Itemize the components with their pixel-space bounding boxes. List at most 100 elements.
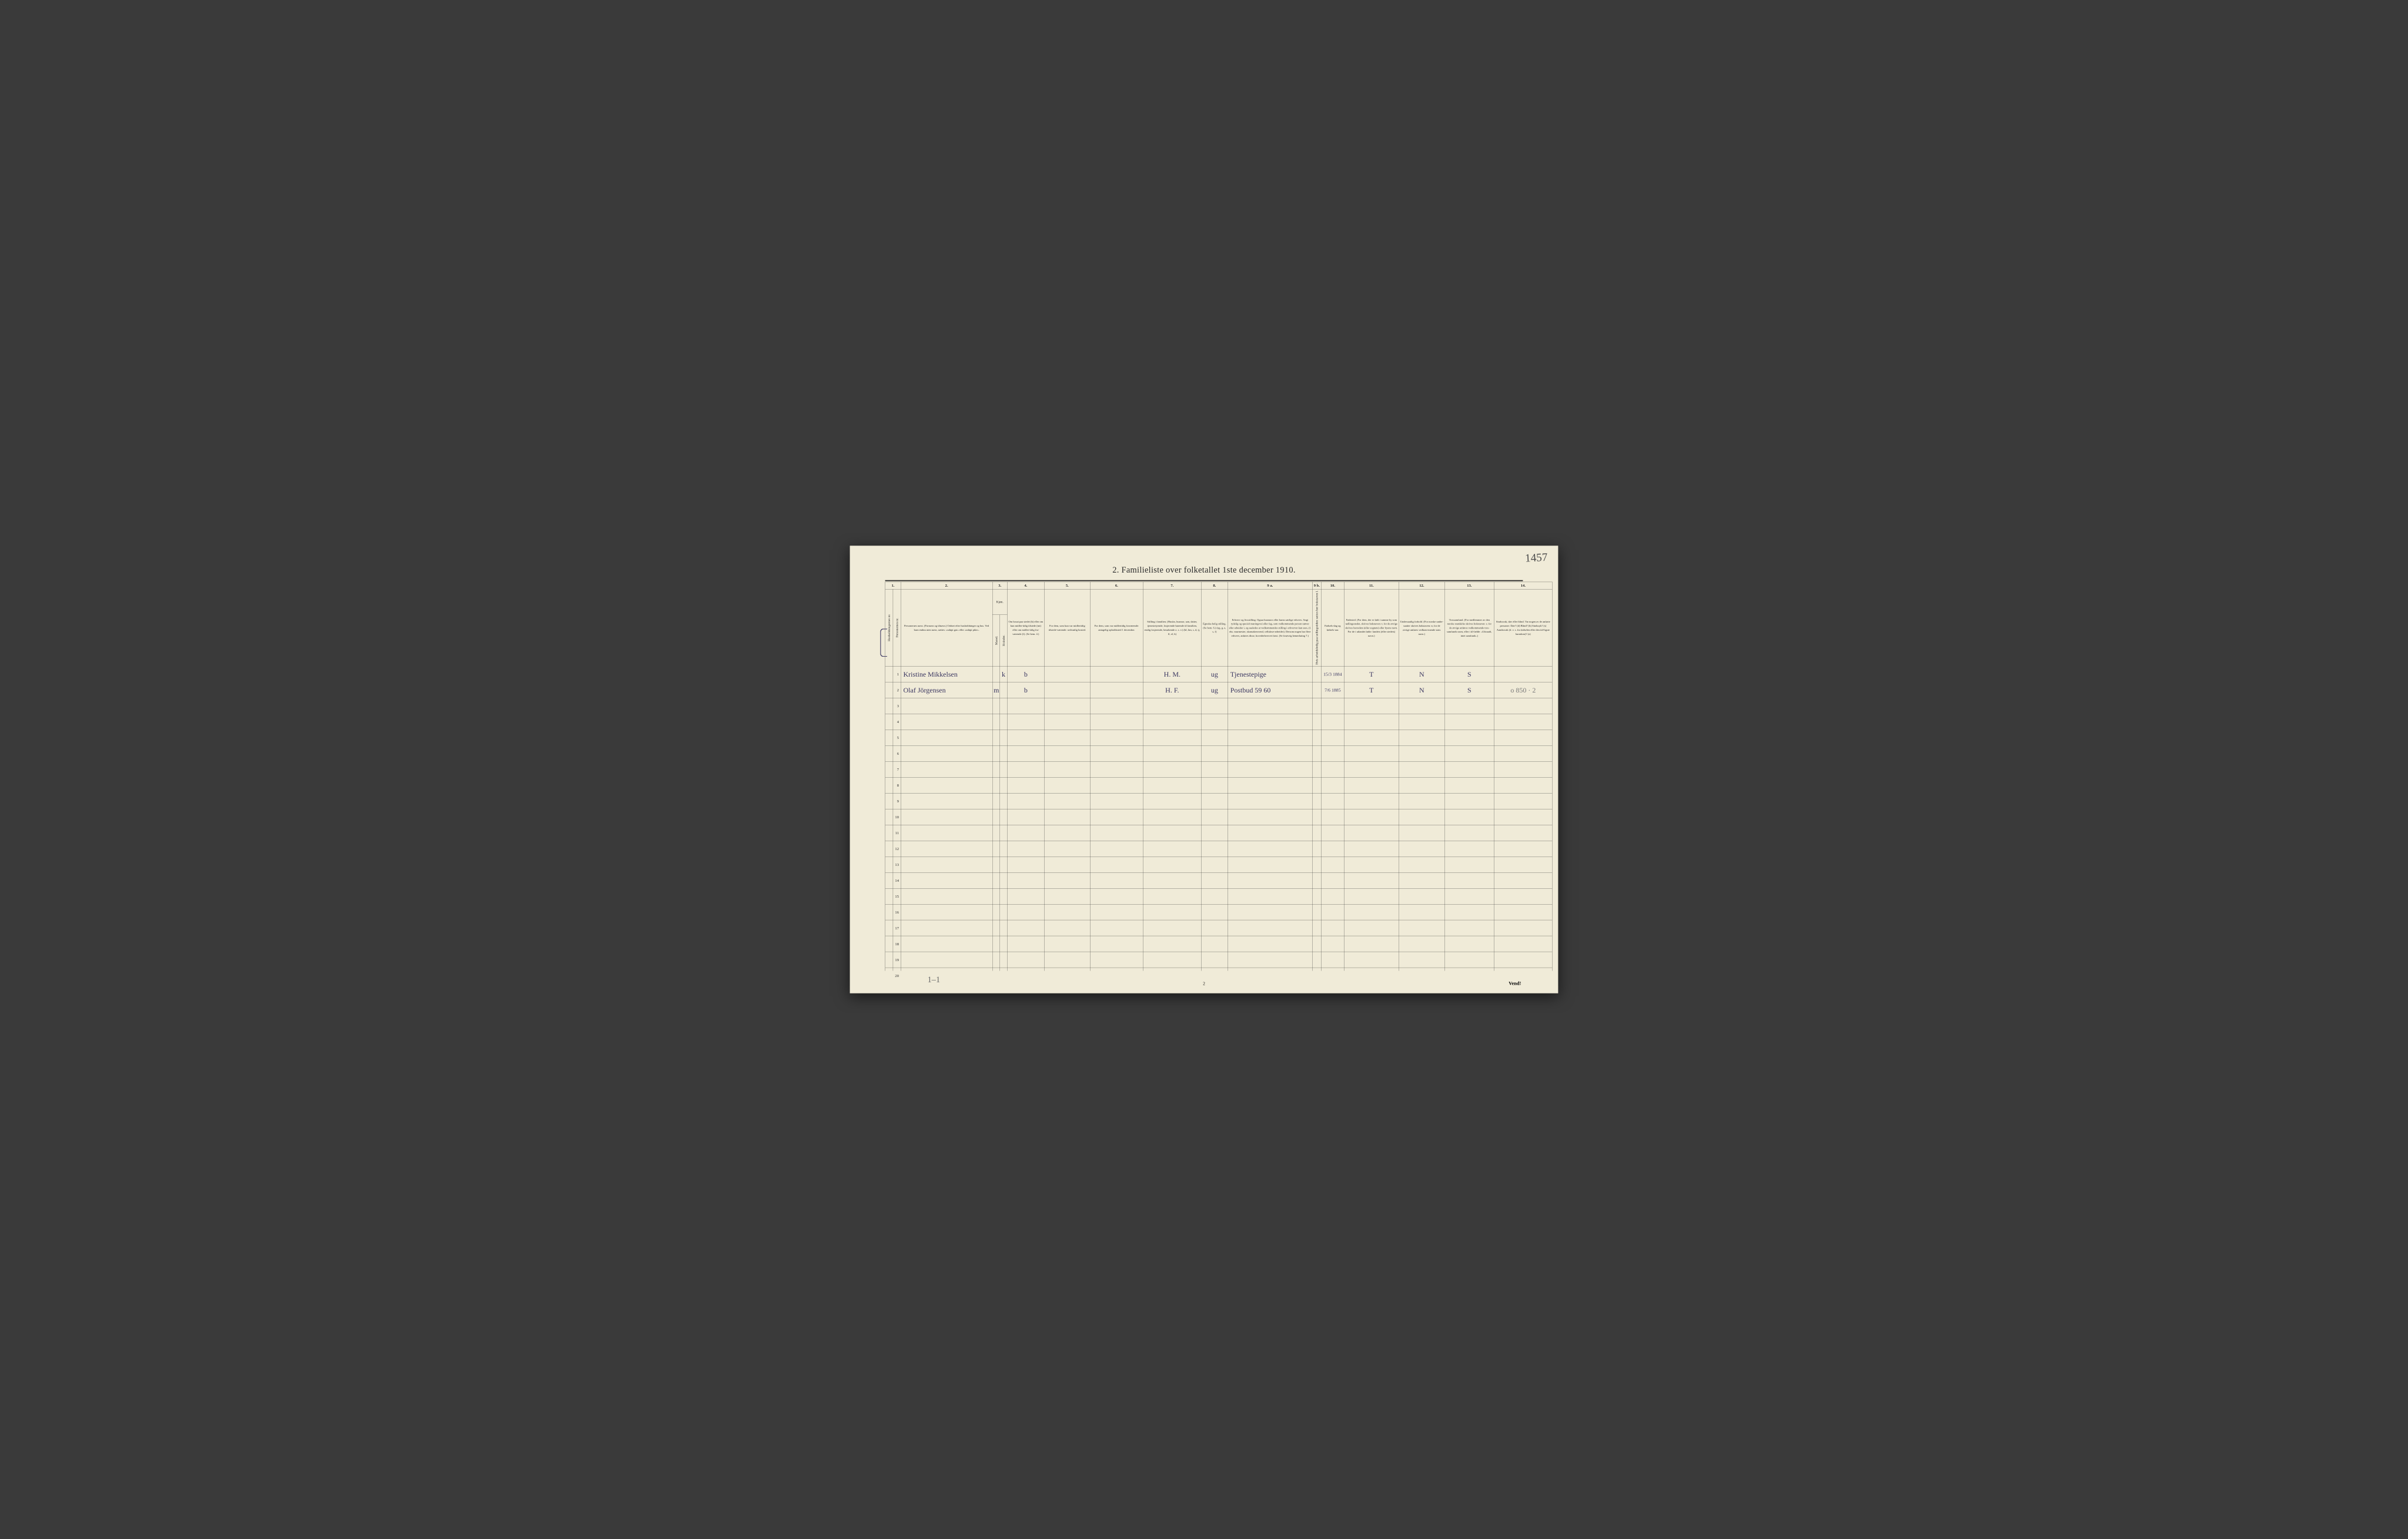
- hdr-kvinder: Kvinder.: [1000, 615, 1008, 667]
- cell-hus: [885, 888, 893, 904]
- colnum-1: 1.: [885, 582, 901, 589]
- footer-printed-number: 2: [1203, 982, 1205, 986]
- cell-midfra: [1090, 952, 1143, 968]
- colnum-9b: 9 b.: [1312, 582, 1321, 589]
- cell-bosat: [1007, 841, 1044, 857]
- cell-fsted: [1344, 730, 1399, 745]
- cell-under: [1399, 952, 1444, 968]
- colnum-11: 11.: [1344, 582, 1399, 589]
- cell-fdag: [1321, 825, 1344, 841]
- cell-fdag: [1321, 714, 1344, 730]
- cell-under: [1399, 730, 1444, 745]
- cell-erhverv: [1228, 888, 1312, 904]
- cell-fdag: [1321, 936, 1344, 952]
- cell-k: [1000, 872, 1008, 888]
- cell-midtil: [1044, 666, 1090, 682]
- cell-ledig: [1312, 777, 1321, 793]
- hdr-bosat-text: Om bosat paa stedet (b) eller om kun mid…: [1008, 621, 1043, 635]
- cell-egte: [1201, 968, 1228, 983]
- cell-ledig: [1312, 952, 1321, 968]
- cell-stilling: [1143, 936, 1201, 952]
- cell-rownum: 5: [893, 730, 901, 745]
- cell-fdag: [1321, 730, 1344, 745]
- cell-fsted: [1344, 857, 1399, 872]
- cell-under: [1399, 888, 1444, 904]
- cell-ledig: [1312, 745, 1321, 761]
- cell-tros: S: [1444, 666, 1494, 682]
- cell-midtil: [1044, 936, 1090, 952]
- cell-under: [1399, 809, 1444, 825]
- cell-midtil: [1044, 904, 1090, 920]
- cell-m: [992, 730, 1000, 745]
- cell-stilling: [1143, 825, 1201, 841]
- cell-fdag: [1321, 888, 1344, 904]
- cell-under: [1399, 968, 1444, 983]
- cell-tros: [1444, 841, 1494, 857]
- table-row: 3: [885, 698, 1553, 714]
- cell-hus: [885, 777, 893, 793]
- cell-stilling: [1143, 920, 1201, 936]
- cell-fsted: T: [1344, 666, 1399, 682]
- cell-stilling: [1143, 904, 1201, 920]
- cell-hus: [885, 968, 893, 983]
- page-content: 2. Familieliste over folketallet 1ste de…: [885, 565, 1523, 968]
- hdr-navn: Personernes navn. (Fornavn og tilnavn.) …: [901, 589, 992, 666]
- table-row: 12: [885, 841, 1553, 857]
- cell-bosat: [1007, 825, 1044, 841]
- cell-rownum: 10: [893, 809, 901, 825]
- cell-tros: [1444, 730, 1494, 745]
- cell-k: [1000, 857, 1008, 872]
- cell-tros: S: [1444, 682, 1494, 698]
- table-row: 14: [885, 872, 1553, 888]
- cell-ledig: [1312, 936, 1321, 952]
- cell-navn: [901, 793, 992, 809]
- cell-midfra: [1090, 698, 1143, 714]
- hdr-midfra-text: For dem, som var midlertidig fraværende:…: [1095, 624, 1139, 631]
- cell-k: [1000, 952, 1008, 968]
- cell-under: [1399, 904, 1444, 920]
- cell-fdag: [1321, 793, 1344, 809]
- page-title: 2. Familieliste over folketallet 1ste de…: [885, 565, 1523, 575]
- cell-egte: [1201, 920, 1228, 936]
- cell-k: [1000, 825, 1008, 841]
- cell-m: [992, 936, 1000, 952]
- table-row: 4: [885, 714, 1553, 730]
- cell-midfra: [1090, 714, 1143, 730]
- cell-navn: [901, 968, 992, 983]
- cell-k: [1000, 904, 1008, 920]
- cell-rownum: 9: [893, 793, 901, 809]
- cell-fsted: [1344, 698, 1399, 714]
- hdr-fdag: Fødsels-dag og fødsels-aar.: [1321, 589, 1344, 666]
- cell-midfra: [1090, 745, 1143, 761]
- cell-k: [1000, 698, 1008, 714]
- cell-ledig: [1312, 698, 1321, 714]
- cell-erhverv: [1228, 761, 1312, 777]
- cell-navn: Olaf Jörgensen: [901, 682, 992, 698]
- cell-hus: [885, 745, 893, 761]
- hdr-person-nr: Personernes nr.: [893, 589, 901, 666]
- table-row: 7: [885, 761, 1553, 777]
- hdr-fsted: Fødested. (For dem, der er født i samme …: [1344, 589, 1399, 666]
- cell-ledig: [1312, 793, 1321, 809]
- cell-egte: [1201, 872, 1228, 888]
- hdr-kjon: Kjøn.: [992, 589, 1007, 615]
- cell-navn: [901, 777, 992, 793]
- cell-hus: [885, 730, 893, 745]
- cell-navn: [901, 714, 992, 730]
- cell-k: [1000, 777, 1008, 793]
- handwritten-page-number: 1457: [1524, 550, 1548, 564]
- cell-under: [1399, 936, 1444, 952]
- cell-midfra: [1090, 666, 1143, 682]
- cell-under: [1399, 714, 1444, 730]
- cell-midtil: [1044, 857, 1090, 872]
- cell-bosat: b: [1007, 682, 1044, 698]
- colnum-10: 10.: [1321, 582, 1344, 589]
- cell-hus: [885, 666, 893, 682]
- cell-m: [992, 841, 1000, 857]
- cell-erhverv: [1228, 841, 1312, 857]
- cell-k: [1000, 936, 1008, 952]
- table-row: 19: [885, 952, 1553, 968]
- cell-rownum: 20: [893, 968, 901, 983]
- cell-midfra: [1090, 841, 1143, 857]
- cell-sinds: o 850 · 2: [1494, 682, 1552, 698]
